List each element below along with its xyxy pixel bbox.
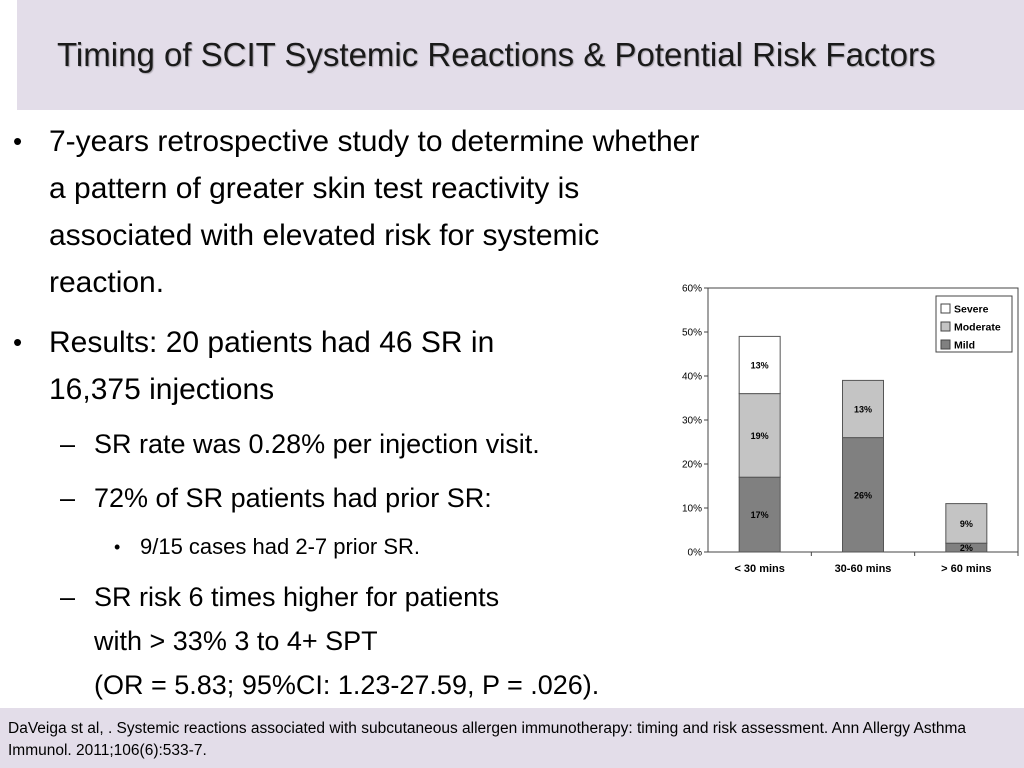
data-label: 13%: [751, 361, 769, 371]
legend-swatch: [940, 321, 951, 332]
x-tick-label: > 60 mins: [941, 563, 991, 575]
legend-label: Mild: [954, 340, 975, 352]
sub-sub-bullet-text: 9/15 cases had 2-7 prior SR.: [140, 534, 421, 559]
bar-segment-mild: [842, 437, 884, 553]
citation-text: DaVeiga st al, . Systemic reactions asso…: [8, 720, 967, 759]
sub-bullet-sr-rate: – SR rate was 0.28% per injection visit.: [60, 422, 540, 466]
sub-bullet-risk: – SR risk 6 times higher for patients wi…: [60, 575, 600, 707]
bullet-results-line: 16,375 injections: [49, 373, 275, 406]
y-tick-label: 10%: [682, 504, 702, 515]
data-label: 26%: [854, 490, 872, 500]
y-tick-label: 50%: [682, 328, 702, 339]
bullet-study: • 7-years retrospective study to determi…: [13, 118, 700, 306]
data-label: 13%: [854, 405, 872, 415]
legend-label: Severe: [954, 304, 989, 316]
bar-segment-moderate: [945, 503, 988, 544]
sub-bullet-text: SR risk 6 times higher for patients: [94, 582, 500, 612]
bullet-dash: –: [60, 429, 76, 459]
bullet-results: • Results: 20 patients had 46 SR in 16,3…: [13, 319, 495, 413]
sub-bullet-text: with > 33% 3 to 4+ SPT: [94, 626, 378, 656]
bullet-dot: •: [114, 537, 121, 557]
bar-segment-severe: [738, 335, 781, 395]
bullet-dot: •: [13, 327, 23, 357]
bullet-dash: –: [60, 582, 76, 612]
x-tick-label: 30-60 mins: [835, 563, 892, 575]
bullet-dash: –: [60, 483, 76, 513]
data-label: 9%: [960, 519, 973, 529]
sub-bullet-prior-sr: – 72% of SR patients had prior SR:: [60, 476, 492, 520]
legend-swatch: [940, 303, 951, 314]
bullet-study-line: reaction.: [49, 266, 165, 299]
sub-bullet-text: SR rate was 0.28% per injection visit.: [94, 429, 540, 459]
bar-segment-moderate: [842, 379, 884, 439]
citation-bar: DaVeiga st al, . Systemic reactions asso…: [0, 708, 1024, 768]
y-tick-label: 20%: [682, 460, 702, 471]
chart-svg: 0% 10% 20% 30% 40% 50% 60% 17% 19% 13% < 30 mins 26…: [682, 284, 1019, 575]
y-tick-label: 0%: [688, 548, 703, 559]
x-tick-label: < 30 mins: [734, 563, 784, 575]
data-label: 17%: [751, 510, 769, 520]
slide-title: Timing of SCIT Systemic Reactions & Pote…: [57, 36, 936, 73]
title-bar: Timing of SCIT Systemic Reactions & Pote…: [17, 0, 1024, 110]
data-label: 19%: [751, 431, 769, 441]
bullet-dot: •: [13, 126, 23, 156]
sub-bullet-text: 72% of SR patients had prior SR:: [94, 483, 492, 513]
bullet-results-line: Results: 20 patients had 46 SR in: [49, 326, 495, 359]
bullet-study-line: a pattern of greater skin test reactivit…: [49, 172, 580, 205]
bar-segment-moderate: [738, 393, 781, 478]
y-tick-label: 60%: [682, 284, 702, 295]
stacked-bar-chart: 0% 10% 20% 30% 40% 50% 60% 17% 19% 13% < 30 mins 26…: [668, 280, 1020, 580]
bullet-study-line: associated with elevated risk for system…: [49, 219, 600, 252]
sub-bullet-text: (OR = 5.83; 95%CI: 1.23-27.59, P = .026)…: [94, 670, 600, 700]
sub-sub-bullet-cases: • 9/15 cases had 2-7 prior SR.: [114, 532, 421, 562]
legend-label: Moderate: [954, 322, 1001, 334]
data-label: 2%: [960, 543, 973, 553]
y-tick-label: 30%: [682, 416, 702, 427]
bullet-study-line: 7-years retrospective study to determine…: [49, 125, 700, 158]
y-tick-label: 40%: [682, 372, 702, 383]
legend-swatch: [940, 339, 951, 350]
bar-segment-mild: [738, 476, 781, 553]
